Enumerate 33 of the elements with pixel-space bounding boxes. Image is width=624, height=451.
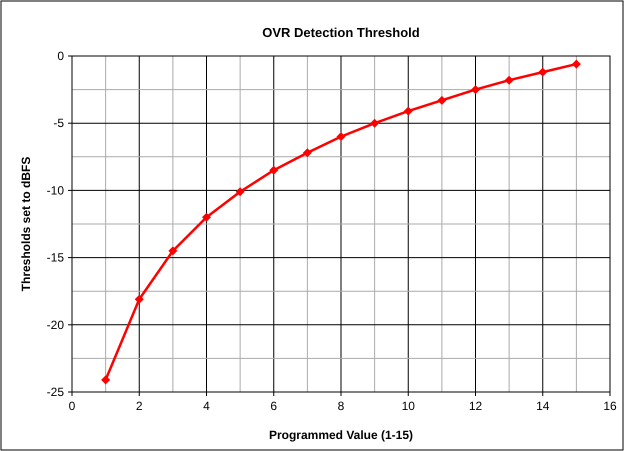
y-tick-label: 0 — [57, 49, 64, 63]
point — [370, 118, 380, 128]
point — [134, 294, 144, 304]
point — [572, 60, 581, 69]
point — [538, 68, 548, 77]
x-tick-label: 6 — [270, 399, 278, 413]
point — [504, 76, 514, 85]
x-tick-label: 4 — [203, 399, 210, 413]
point — [269, 166, 278, 175]
point — [168, 246, 178, 256]
x-tick-label: 0 — [68, 399, 76, 413]
x-tick-label: 12 — [468, 399, 482, 413]
point — [471, 85, 480, 94]
chart-title: OVR Detection Threshold — [262, 25, 420, 40]
point — [302, 148, 312, 158]
y-tick-label: -5 — [53, 116, 64, 130]
point — [202, 212, 211, 222]
y-tick-label: -20 — [46, 318, 64, 332]
x-tick-label: 8 — [338, 399, 345, 413]
point — [404, 106, 413, 116]
y-tick-label: -15 — [46, 250, 64, 265]
point — [236, 187, 245, 196]
x-tick-label: 16 — [603, 399, 617, 413]
y-axis-title: Thresholds set to dBFS — [19, 156, 33, 292]
y-tick-label: -10 — [46, 183, 64, 198]
point — [101, 375, 110, 384]
x-tick-label: 2 — [136, 399, 143, 413]
x-tick-label: 10 — [402, 399, 416, 413]
point — [437, 96, 446, 105]
x-axis-title: Programmed Value (1-15) — [268, 428, 414, 442]
x-tick-label: 14 — [536, 399, 550, 413]
y-tick-label: -25 — [46, 385, 64, 399]
point — [336, 132, 346, 142]
